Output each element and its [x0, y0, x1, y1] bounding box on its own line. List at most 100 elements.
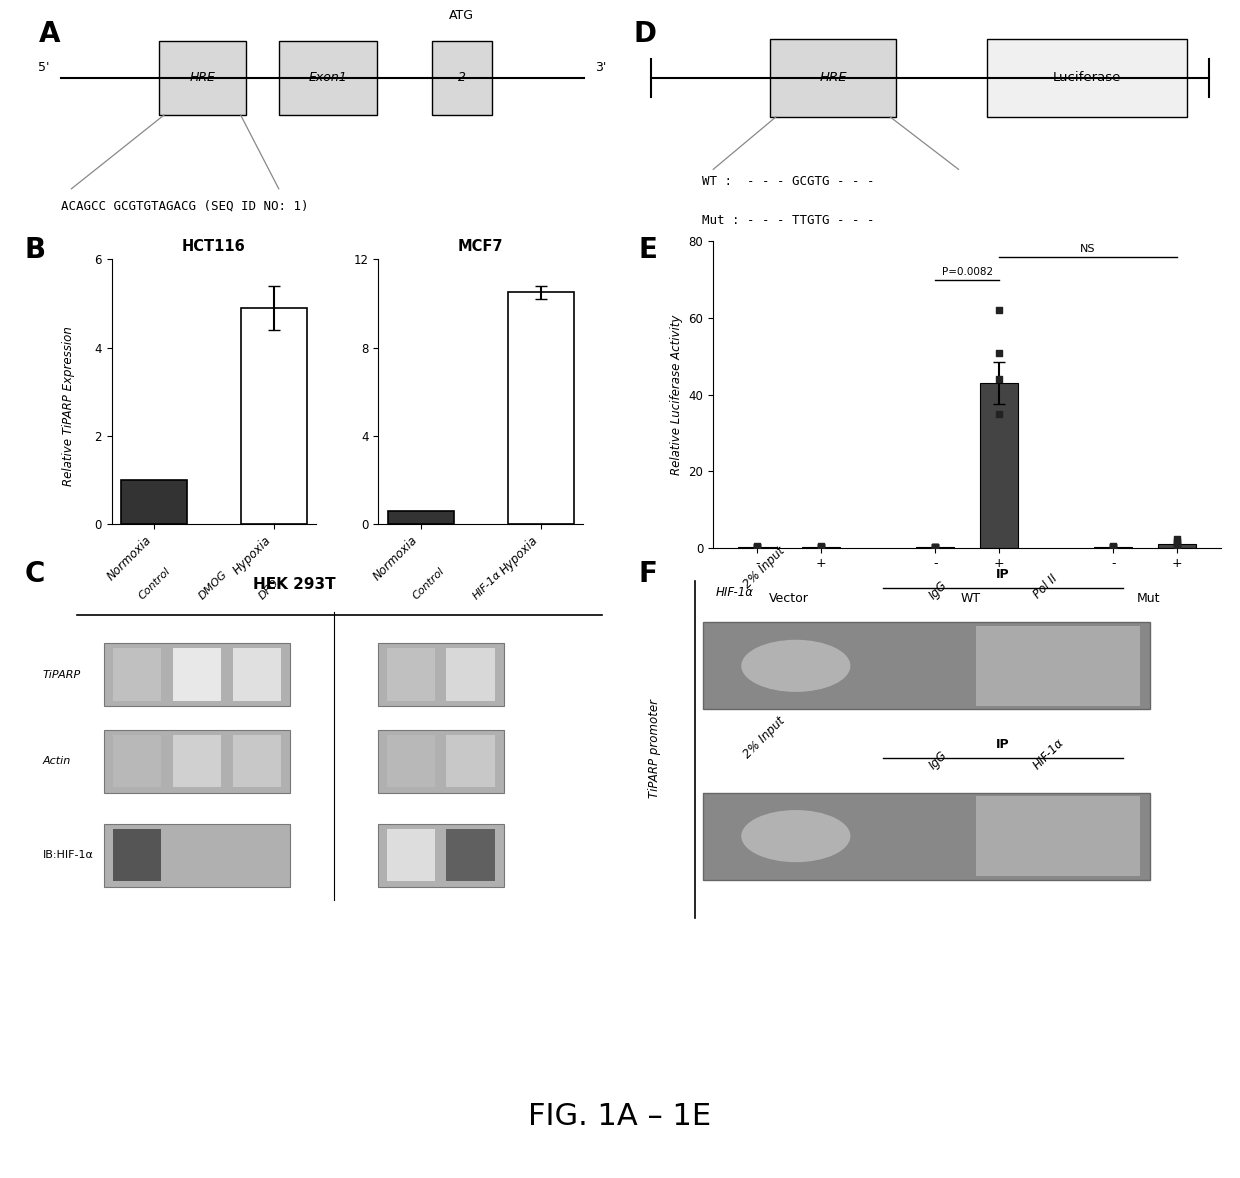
- Text: IgG: IgG: [926, 748, 950, 772]
- Bar: [976, 796, 1140, 876]
- FancyBboxPatch shape: [703, 622, 1151, 709]
- Bar: [122, 481, 187, 524]
- Text: ATG: ATG: [449, 8, 474, 21]
- Text: E: E: [639, 236, 657, 264]
- Bar: [172, 829, 221, 881]
- Text: Vector: Vector: [769, 591, 810, 604]
- Bar: [976, 626, 1140, 706]
- Ellipse shape: [742, 640, 851, 691]
- Point: [925, 537, 945, 556]
- Bar: [446, 735, 495, 787]
- Point: [990, 302, 1009, 320]
- FancyBboxPatch shape: [703, 793, 1151, 880]
- Text: HIF-1α: HIF-1α: [471, 569, 503, 602]
- Point: [990, 404, 1009, 423]
- Text: Actin: Actin: [43, 756, 71, 767]
- Point: [811, 537, 831, 556]
- Point: [1104, 537, 1123, 556]
- Point: [1167, 536, 1187, 555]
- Point: [925, 538, 945, 557]
- Text: HRE: HRE: [820, 72, 847, 85]
- Title: MCF7: MCF7: [458, 239, 503, 253]
- Point: [748, 537, 768, 556]
- Title: HCT116: HCT116: [182, 239, 246, 253]
- Text: 3': 3': [595, 61, 606, 74]
- Bar: [387, 511, 454, 524]
- Point: [748, 537, 768, 556]
- Bar: [1158, 544, 1195, 548]
- Bar: [387, 735, 435, 787]
- Text: IgG: IgG: [926, 578, 950, 602]
- Bar: [113, 735, 161, 787]
- Text: F: F: [639, 560, 657, 588]
- Ellipse shape: [742, 810, 851, 862]
- Text: D: D: [634, 20, 656, 47]
- Text: IB:HIF-1α: IB:HIF-1α: [43, 851, 94, 860]
- Text: 5': 5': [38, 61, 50, 74]
- Bar: [446, 648, 495, 701]
- Bar: [113, 648, 161, 701]
- Text: DFO: DFO: [257, 577, 280, 602]
- Bar: [241, 307, 306, 524]
- Point: [1167, 535, 1187, 554]
- Text: FIG. 1A – 1E: FIG. 1A – 1E: [528, 1101, 712, 1131]
- Text: 2% Input: 2% Input: [742, 544, 787, 591]
- Bar: [104, 730, 290, 793]
- Bar: [279, 41, 377, 115]
- Point: [990, 370, 1009, 389]
- Point: [925, 537, 945, 556]
- Text: Pol II: Pol II: [1030, 573, 1060, 602]
- Text: IP: IP: [997, 737, 1009, 752]
- Point: [1167, 531, 1187, 550]
- Bar: [233, 735, 281, 787]
- Text: Luciferase: Luciferase: [1053, 72, 1121, 85]
- Text: Control: Control: [136, 565, 172, 602]
- Point: [990, 343, 1009, 362]
- Bar: [172, 648, 221, 701]
- Bar: [233, 648, 281, 701]
- Text: TiPARP: TiPARP: [43, 669, 81, 680]
- Bar: [378, 730, 503, 793]
- Text: DMOG: DMOG: [197, 569, 229, 602]
- Bar: [159, 41, 246, 115]
- Bar: [378, 823, 503, 887]
- Bar: [113, 829, 161, 881]
- Point: [811, 537, 831, 556]
- Text: NS: NS: [1080, 244, 1096, 253]
- Point: [748, 538, 768, 557]
- Text: A: A: [38, 20, 61, 47]
- Text: HRE: HRE: [190, 72, 216, 85]
- Text: ACAGCC GCGTGTAGACG (SEQ ID NO: 1): ACAGCC GCGTGTAGACG (SEQ ID NO: 1): [61, 199, 308, 212]
- Bar: [980, 383, 1018, 548]
- Bar: [104, 643, 290, 706]
- Text: Mut: Mut: [1137, 591, 1161, 604]
- Text: 2% Input: 2% Input: [742, 715, 787, 761]
- Point: [1167, 530, 1187, 549]
- Bar: [770, 39, 895, 117]
- Point: [1167, 534, 1187, 552]
- Text: IP: IP: [997, 568, 1009, 581]
- Bar: [432, 41, 491, 115]
- Text: Mut : - - - TTGTG - - -: Mut : - - - TTGTG - - -: [702, 214, 874, 227]
- Bar: [172, 735, 221, 787]
- Text: Relative TiPARP Expression: Relative TiPARP Expression: [62, 326, 74, 487]
- Bar: [233, 829, 281, 881]
- Text: 2: 2: [458, 72, 465, 85]
- Text: WT :  - - - GCGTG - - -: WT : - - - GCGTG - - -: [702, 176, 874, 188]
- Point: [811, 538, 831, 557]
- Point: [1104, 537, 1123, 556]
- Text: B: B: [25, 236, 46, 264]
- Bar: [104, 823, 290, 887]
- Text: HIF-1α: HIF-1α: [1030, 736, 1066, 772]
- Point: [925, 538, 945, 557]
- Text: Exon1: Exon1: [309, 72, 347, 85]
- Point: [811, 537, 831, 556]
- Text: P=0.0082: P=0.0082: [941, 266, 993, 277]
- Bar: [507, 292, 573, 524]
- Bar: [387, 829, 435, 881]
- Text: HIF-1α: HIF-1α: [717, 585, 754, 600]
- Text: C: C: [25, 560, 45, 588]
- Point: [1104, 538, 1123, 557]
- Bar: [387, 648, 435, 701]
- Text: HEK 293T: HEK 293T: [253, 577, 335, 593]
